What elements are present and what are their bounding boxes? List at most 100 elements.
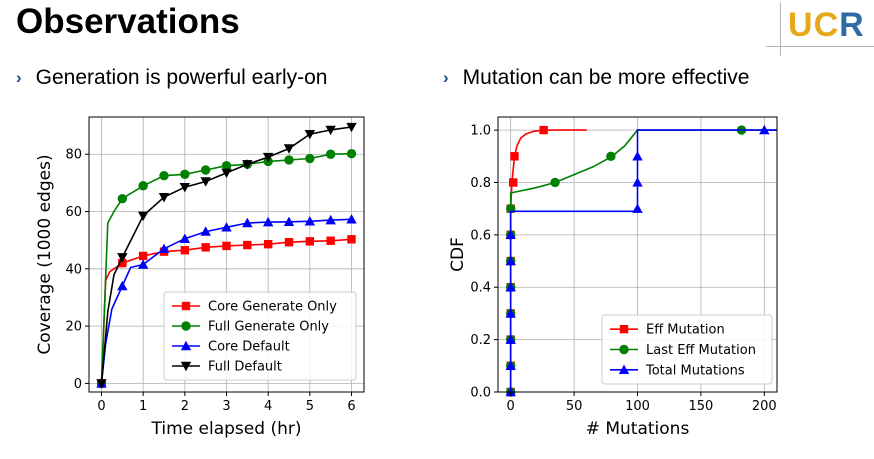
coverage-legend-box	[163, 291, 357, 381]
coverage-y-tick-label: 80	[65, 148, 82, 163]
cdf-series-2-point	[632, 203, 643, 213]
coverage-series-1-point	[138, 181, 148, 191]
coverage-x-axis-label: Time elapsed (hr)	[151, 419, 302, 439]
cdf-x-tick-label: 50	[566, 399, 583, 414]
cdf-legend-label: Eff Mutation	[646, 323, 725, 338]
coverage-series-line-2	[100, 218, 352, 384]
coverage-series-3-point	[304, 129, 316, 140]
bullet-mutation: › Mutation can be more effective	[443, 66, 749, 90]
coverage-series-3-point	[137, 211, 149, 222]
coverage-series-3-point	[117, 253, 128, 263]
cdf-series-2-point	[632, 151, 643, 161]
cdf-y-tick-label: 0.4	[470, 281, 491, 296]
coverage-series-0-point	[326, 236, 335, 245]
coverage-series-3-point	[221, 168, 232, 179]
cdf-series-0-point	[539, 125, 548, 135]
cdf-legend-marker	[618, 364, 630, 375]
cdf-y-tick-label: 0.0	[470, 386, 491, 401]
cdf-y-tick-label: 0.8	[470, 176, 491, 191]
coverage-series-1-point	[117, 193, 128, 204]
coverage-legend-label: Core Generate Only	[208, 300, 337, 315]
coverage-series-1-point	[284, 155, 294, 165]
coverage-legend-marker	[180, 340, 192, 351]
coverage-x-tick-label: 1	[139, 399, 147, 414]
cdf-x-tick-label: 0	[507, 399, 515, 414]
coverage-x-tick-label: 2	[181, 399, 189, 414]
logo-letter-r: R	[839, 6, 865, 44]
coverage-series-0-point	[118, 258, 127, 268]
cdf-x-tick-label: 200	[752, 399, 777, 414]
coverage-series-0-point	[284, 237, 294, 247]
coverage-series-2-point	[179, 233, 191, 243]
cdf-series-line-0	[509, 129, 587, 392]
cdf-y-tick-label: 0.6	[470, 228, 491, 243]
coverage-legend-label: Full Default	[208, 360, 282, 375]
coverage-series-1-point	[159, 171, 169, 181]
coverage-series-3-point	[158, 193, 170, 203]
coverage-legend-marker	[180, 361, 192, 372]
coverage-series-1-point	[200, 165, 211, 175]
coverage-series-2-point	[304, 216, 316, 226]
cdf-series-1-point	[550, 177, 560, 188]
coverage-series-0-point	[347, 235, 356, 244]
coverage-x-tick-label: 4	[264, 399, 272, 414]
coverage-legend-label: Core Default	[208, 340, 290, 355]
bullet-arrow-icon: ›	[16, 68, 22, 87]
coverage-series-1-point	[305, 153, 315, 164]
coverage-series-3-point	[179, 182, 191, 193]
cdf-legend-box	[601, 314, 773, 385]
coverage-series-2-point	[221, 222, 232, 232]
coverage-y-tick-label: 40	[65, 262, 82, 277]
logo-letter-u: U	[788, 6, 814, 44]
cdf-series-1-point	[606, 151, 616, 161]
cdf-x-tick-label: 150	[688, 399, 713, 414]
cdf-series-2-point	[505, 308, 516, 318]
cdf-series-2-point	[505, 334, 516, 344]
cdf-legend-label: Last Eff Mutation	[646, 343, 756, 358]
bullet-arrow-icon: ›	[443, 68, 449, 87]
coverage-series-2-point	[242, 217, 253, 228]
logo-divider-vertical	[780, 2, 781, 56]
coverage-series-0-point	[263, 239, 273, 249]
logo-divider-horizontal	[766, 46, 874, 47]
coverage-y-tick-label: 60	[65, 205, 82, 220]
coverage-y-axis-label: Coverage (1000 edges)	[35, 154, 55, 354]
coverage-series-0-point	[305, 237, 315, 246]
coverage-y-tick-label: 20	[65, 320, 82, 335]
cdf-series-2-point	[505, 360, 516, 371]
bullet-text: Generation is powerful early-on	[35, 66, 328, 89]
coverage-series-0-point	[138, 251, 148, 261]
coverage-y-tick-label: 0	[74, 377, 82, 392]
cdf-chart-group: 0 50 100 150 200 0.0 0.2 0.4 0.6 0.8 1.0 # Mutation…	[448, 116, 778, 439]
cdf-legend-marker	[619, 324, 629, 334]
coverage-series-3-point	[283, 144, 295, 154]
coverage-legend-label: Full Generate Only	[208, 320, 329, 335]
coverage-series-0-point	[180, 246, 190, 255]
slide-title: Observations	[16, 2, 240, 41]
coverage-x-tick-label: 0	[97, 399, 105, 414]
bullet-generation: › Generation is powerful early-on	[16, 66, 328, 90]
cdf-y-tick-label: 0.2	[470, 333, 491, 348]
coverage-series-1-point	[221, 160, 232, 171]
coverage-series-3-point	[262, 152, 274, 163]
logo-letter-c: C	[813, 6, 840, 44]
cdf-series-2-point	[632, 177, 643, 187]
ucr-logo: UCR	[788, 6, 865, 45]
coverage-series-3-point	[200, 177, 211, 187]
cdf-legend-label: Total Mutations	[645, 363, 745, 378]
coverage-legend-marker	[181, 321, 191, 331]
coverage-x-tick-label: 5	[306, 399, 314, 414]
coverage-x-tick-label: 6	[347, 399, 355, 414]
coverage-legend-marker	[181, 301, 191, 311]
coverage-series-3-point	[96, 379, 107, 389]
cdf-x-axis-label: # Mutations	[586, 419, 690, 439]
coverage-x-tick-label: 3	[222, 399, 230, 414]
coverage-series-0-point	[243, 240, 252, 250]
cdf-x-tick-label: 100	[625, 399, 650, 414]
coverage-series-2-point	[200, 226, 211, 236]
bullet-text: Mutation can be more effective	[462, 66, 750, 89]
coverage-series-1-point	[325, 149, 336, 159]
cdf-legend-marker	[619, 344, 629, 355]
coverage-series-2-point	[158, 243, 170, 253]
